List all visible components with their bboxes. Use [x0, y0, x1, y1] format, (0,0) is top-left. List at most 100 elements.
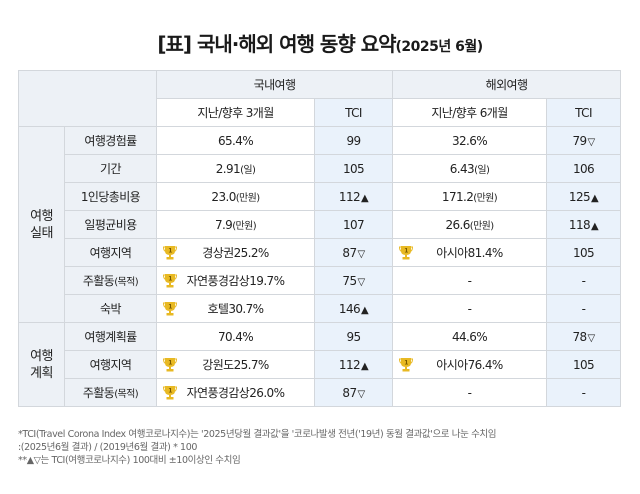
row-label-text: 숙박 [100, 302, 121, 316]
up-triangle-icon: ▲ [591, 220, 599, 232]
row-label-text: 여행지역 [89, 358, 132, 372]
value-text: 아시아76.4% [436, 358, 503, 372]
value-text: 호텔30.7% [207, 302, 264, 316]
domestic-value: 1 강원도25.7% [156, 350, 315, 379]
row-label-text: 기간 [100, 162, 121, 176]
row-label: 여행경험률 [64, 126, 157, 155]
value-unit: (일) [474, 165, 490, 176]
value-text: 70.4% [217, 329, 254, 344]
row-label: 기간 [64, 154, 157, 183]
domestic-tci: 105 [313, 154, 394, 183]
domestic-tci: 87▽ [313, 378, 394, 407]
overseas-value: 44.6% [392, 322, 548, 351]
tci-value: 79 [572, 133, 587, 148]
tci-value: 107 [342, 217, 365, 232]
tci-value: 105 [572, 357, 595, 372]
value-text: 65.4% [217, 133, 254, 148]
domestic-value: 7.9(만원) [156, 210, 315, 239]
tci-value: 106 [572, 161, 595, 176]
down-triangle-icon: ▽ [357, 388, 366, 400]
row-label-text: 주활동 [82, 386, 115, 400]
value-unit: (만원) [469, 221, 494, 232]
trophy-icon: 1 [163, 358, 177, 372]
tci-value: - [581, 385, 586, 400]
domestic-tci-header: TCI [313, 98, 394, 127]
value-text: 아시아81.4% [436, 246, 503, 260]
tci-value: 87 [342, 385, 357, 400]
value-unit: (만원) [473, 193, 498, 204]
tci-value: 105 [572, 245, 595, 260]
value-text: - [467, 385, 472, 400]
tci-value: 118 [568, 217, 591, 232]
svg-text:1: 1 [404, 360, 408, 367]
group-plan: 여행 계획 [18, 322, 65, 407]
trophy-icon: 1 [399, 246, 414, 260]
row-label: 숙박 [64, 294, 157, 323]
table-row: 여행 계획 여행계획률 70.4% 95 44.6% 78 ▽ [18, 322, 622, 407]
up-triangle-icon: ▲ [591, 192, 599, 204]
overseas-tci-header: TCI [546, 98, 622, 127]
value-unit: (일) [240, 165, 256, 176]
table-corner [18, 70, 157, 127]
table-row: 여행지역 1 경상권25.2% 87▽ 1 아시아81.4% 105 [19, 238, 622, 267]
page-title: [표] 국내·해외 여행 동향 요약(2025년 6월) [0, 28, 640, 57]
footnotes: *TCI(Travel Corona Index 여행코로나지수)는 '2025… [18, 428, 496, 467]
tci-value: 105 [342, 161, 365, 176]
value-text: 6.43 [449, 162, 475, 176]
down-triangle-icon: ▽ [357, 248, 366, 260]
domestic-tci: 87▽ [313, 238, 394, 267]
row-label-text: 여행계획률 [84, 330, 137, 344]
row-label-text: 일평균비용 [84, 218, 137, 232]
tci-value: 112 [338, 357, 361, 372]
value-text: 23.0 [211, 190, 236, 204]
value-unit: (만원) [235, 193, 260, 204]
overseas-value: 32.6% [392, 126, 548, 155]
overseas-value: 1 아시아76.4% [392, 350, 548, 379]
value-text: 32.6% [451, 133, 488, 148]
table-row: 1인당총비용 23.0(만원) 112▲ 171.2(만원) 125▲ [19, 182, 622, 211]
domestic-header: 국내여행 [155, 70, 394, 99]
footnote-2: :(2025년6월 결과) / (2019년6월 결과) * 100 [18, 442, 197, 453]
table-row: 여행지역 1 강원도25.7% 112▲ 1 아시아76.4% 105 [19, 350, 622, 379]
domestic-tci: 146▲ [313, 294, 394, 323]
row-label-text: 1인당총비용 [80, 190, 141, 204]
row-label-unit: (목적) [114, 277, 139, 288]
domestic-value: 1 자연풍경감상26.0% [156, 378, 315, 407]
overseas-tci: 125▲ [546, 182, 622, 211]
tci-value: 125 [568, 189, 591, 204]
domestic-tci: 112▲ [313, 350, 394, 379]
value-text: 경상권25.2% [202, 246, 269, 260]
tci-value: 78 [572, 329, 587, 344]
table-row: 숙박 1 호텔30.7% 146▲ - - [19, 294, 622, 323]
overseas-value: 26.6(만원) [392, 210, 548, 239]
value-text: 171.2 [441, 190, 474, 204]
trophy-icon: 1 [399, 358, 414, 372]
row-label-text: 주활동 [82, 274, 115, 288]
trophy-icon: 1 [163, 386, 177, 400]
domestic-period-header: 지난/향후 3개월 [156, 98, 315, 127]
table-row: 주활동(목적) 1 자연풍경감상26.0% 87▽ - - [19, 378, 622, 407]
overseas-tci: 105 [546, 350, 622, 379]
tci-value: - [581, 301, 586, 316]
tci-value: 95 [346, 329, 361, 344]
domestic-value: 1 호텔30.7% [156, 294, 315, 323]
domestic-value: 2.91(일) [156, 154, 315, 183]
summary-table: 국내여행 해외여행 지난/향후 3개월 TCI 지난/향후 6개월 TCI 여행… [18, 70, 622, 407]
overseas-header: 해외여행 [392, 70, 622, 99]
tci-value: 112 [338, 189, 361, 204]
value-text: 자연풍경감상26.0% [186, 386, 285, 400]
row-label-text: 여행지역 [89, 246, 132, 260]
overseas-value: 6.43(일) [392, 154, 548, 183]
row-label: 일평균비용 [64, 210, 157, 239]
value-text: 강원도25.7% [202, 358, 269, 372]
domestic-value: 23.0(만원) [156, 182, 315, 211]
tci-value: 75 [342, 273, 357, 288]
domestic-tci: 107 [313, 210, 394, 239]
value-text: 26.6 [445, 218, 470, 232]
row-label-unit: (목적) [114, 389, 139, 400]
overseas-tci: 105 [546, 238, 622, 267]
overseas-value: - [392, 378, 548, 407]
overseas-tci: - [546, 266, 622, 295]
domestic-value: 1 자연풍경감상19.7% [156, 266, 315, 295]
domestic-tci: 99 [313, 126, 394, 155]
